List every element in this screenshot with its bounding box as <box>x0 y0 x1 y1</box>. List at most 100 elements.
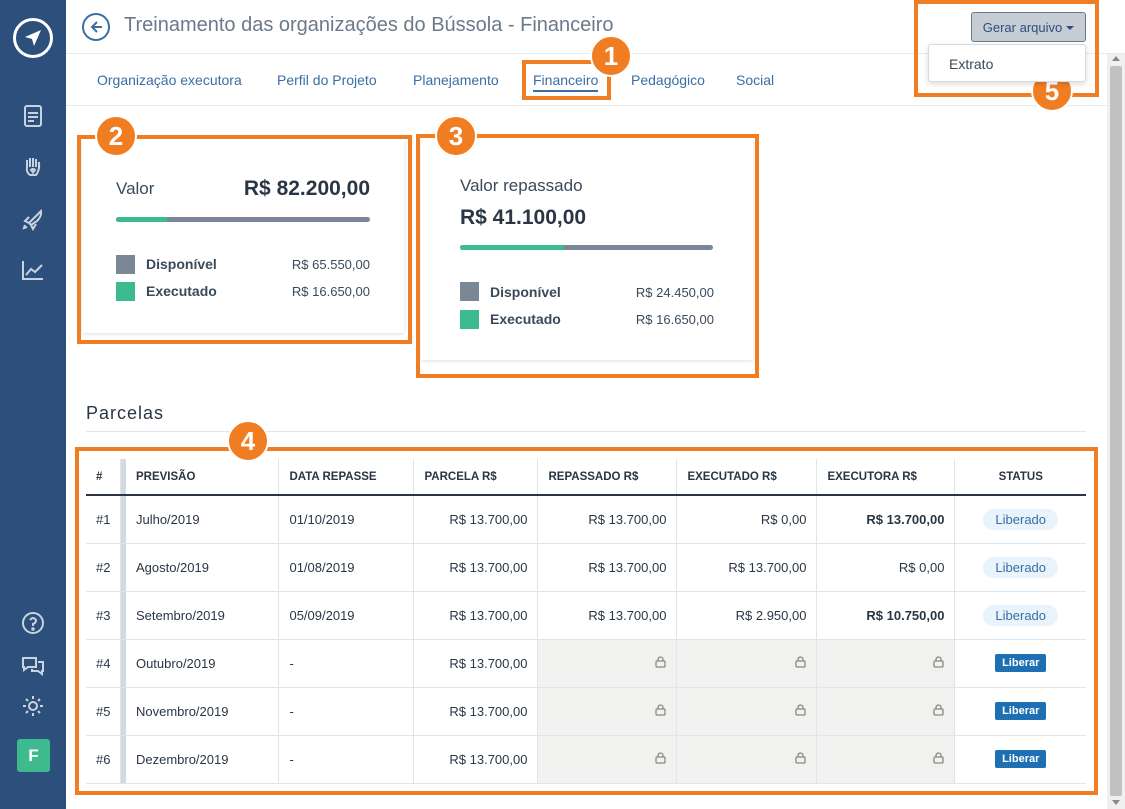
caret-down-icon <box>1066 26 1075 30</box>
repassado-cell: R$ 13.700,00 <box>537 591 678 640</box>
annotation-box-3 <box>416 134 759 378</box>
tab-organizacao-executora[interactable]: Organização executora <box>97 72 242 88</box>
valor-amount: R$ 82.200,00 <box>243 177 370 200</box>
column-separator <box>120 735 126 784</box>
data-repasse-cell: 01/08/2019 <box>278 543 415 592</box>
parcela-cell: R$ 13.700,00 <box>413 495 539 544</box>
column-separator <box>120 687 126 736</box>
annotation-marker-3: 3 <box>435 115 477 157</box>
generate-dropdown-menu: Extrato <box>928 44 1086 82</box>
back-arrow-icon[interactable] <box>82 13 110 41</box>
lock-icon <box>933 751 945 764</box>
annotation-marker-1: 1 <box>590 35 632 77</box>
page-title: Treinamento das organizações do Bússola … <box>124 14 614 36</box>
chat-icon[interactable] <box>19 651 47 679</box>
executado-value: R$ 16.650,00 <box>635 312 714 327</box>
help-icon[interactable] <box>19 609 47 637</box>
document-icon[interactable] <box>19 102 47 130</box>
valor-repassado-amount: R$ 41.100,00 <box>460 206 587 229</box>
gear-icon[interactable] <box>19 692 47 720</box>
executora-locked-cell <box>816 639 956 688</box>
col-index: # <box>86 459 122 496</box>
chart-trend-icon[interactable] <box>19 256 47 284</box>
status-cell: Liberar <box>954 735 1086 784</box>
previsao-cell: Setembro/2019 <box>125 591 280 640</box>
repassado-locked-cell <box>537 735 678 784</box>
parcela-cell: R$ 13.700,00 <box>413 735 539 784</box>
compass-logo-icon[interactable] <box>13 18 53 58</box>
data-repasse-cell: - <box>278 687 415 736</box>
repassado-progress-bar <box>460 245 713 250</box>
data-repasse-cell: - <box>278 639 415 688</box>
executado-value: R$ 16.650,00 <box>291 284 370 299</box>
lock-icon <box>933 703 945 716</box>
annotation-box-5 <box>914 0 1099 97</box>
liberar-button[interactable]: Liberar <box>995 702 1047 720</box>
lock-icon <box>795 751 807 764</box>
lock-icon <box>655 751 667 764</box>
previsao-cell: Agosto/2019 <box>125 543 280 592</box>
previsao-cell: Novembro/2019 <box>125 687 280 736</box>
table-row: #1 Julho/2019 01/10/2019 R$ 13.700,00 R$… <box>86 495 1086 544</box>
liberar-button[interactable]: Liberar <box>995 750 1047 768</box>
tab-planejamento[interactable]: Planejamento <box>413 72 499 88</box>
executora-cell: R$ 0,00 <box>816 543 956 592</box>
row-index: #4 <box>86 639 122 688</box>
liberar-button[interactable]: Liberar <box>995 654 1047 672</box>
table-row: #4 Outubro/2019 - R$ 13.700,00 Liberar <box>86 639 1086 688</box>
status-badge-liberado[interactable]: Liberado <box>983 508 1059 530</box>
previsao-cell: Dezembro/2019 <box>125 735 280 784</box>
annotation-marker-2: 2 <box>95 115 137 157</box>
tab-perfil-projeto[interactable]: Perfil do Projeto <box>277 72 377 88</box>
executado-locked-cell <box>676 639 818 688</box>
parcelas-title: Parcelas <box>86 403 165 423</box>
column-separator <box>120 459 126 496</box>
disponivel-value: R$ 65.550,00 <box>291 257 370 272</box>
executado-locked-cell <box>676 735 818 784</box>
lock-icon <box>795 655 807 668</box>
parcela-cell: R$ 13.700,00 <box>413 591 539 640</box>
annotation-box-2 <box>77 135 412 344</box>
previsao-cell: Outubro/2019 <box>125 639 280 688</box>
parcela-cell: R$ 13.700,00 <box>413 639 539 688</box>
parcelas-table: # PREVISÃO DATA REPASSE PARCELA R$ REPAS… <box>86 459 1086 784</box>
rocket-icon[interactable] <box>19 205 47 233</box>
row-index: #1 <box>86 495 122 544</box>
row-index: #6 <box>86 735 122 784</box>
valor-label: Valor <box>116 179 155 198</box>
disponivel-value: R$ 24.450,00 <box>635 285 714 300</box>
generate-file-button[interactable]: Gerar arquivo <box>971 12 1086 42</box>
hand-heart-icon[interactable] <box>19 153 47 181</box>
scroll-down-icon[interactable] <box>1112 800 1120 805</box>
parcela-cell: R$ 13.700,00 <box>413 543 539 592</box>
tab-pedagogico[interactable]: Pedagógico <box>631 72 705 88</box>
tab-financeiro[interactable]: Financeiro <box>533 72 599 92</box>
disponivel-label: Disponível <box>490 284 561 300</box>
executado-cell: R$ 13.700,00 <box>676 543 818 592</box>
scroll-up-icon[interactable] <box>1112 56 1120 61</box>
repassado-executed-fill <box>460 245 564 250</box>
vertical-scrollbar[interactable] <box>1107 54 1125 809</box>
lock-icon <box>933 655 945 668</box>
status-badge-liberado[interactable]: Liberado <box>983 556 1059 578</box>
table-row: #6 Dezembro/2019 - R$ 13.700,00 Liberar <box>86 735 1086 784</box>
status-badge-liberado[interactable]: Liberado <box>983 604 1059 626</box>
tab-social[interactable]: Social <box>736 72 775 88</box>
valor-executed-fill <box>116 217 167 222</box>
col-previsao: PREVISÃO <box>125 459 280 496</box>
column-separator <box>120 495 126 544</box>
repassado-cell: R$ 13.700,00 <box>537 543 678 592</box>
executora-locked-cell <box>816 687 956 736</box>
avatar[interactable]: F <box>17 739 50 772</box>
executado-swatch <box>116 282 135 301</box>
column-separator <box>120 639 126 688</box>
valor-repassado-card: Valor repassado R$ 41.100,00 Disponível … <box>421 138 753 360</box>
table-header-row: # PREVISÃO DATA REPASSE PARCELA R$ REPAS… <box>86 459 1086 496</box>
menu-item-extrato[interactable]: Extrato <box>949 56 994 72</box>
generate-file-label: Gerar arquivo <box>982 19 1063 35</box>
executado-swatch <box>460 310 479 329</box>
data-repasse-cell: 01/10/2019 <box>278 495 415 544</box>
scrollbar-thumb[interactable] <box>1110 66 1122 796</box>
executora-locked-cell <box>816 735 956 784</box>
valor-card: Valor R$ 82.200,00 Disponível R$ 65.550,… <box>82 139 404 333</box>
